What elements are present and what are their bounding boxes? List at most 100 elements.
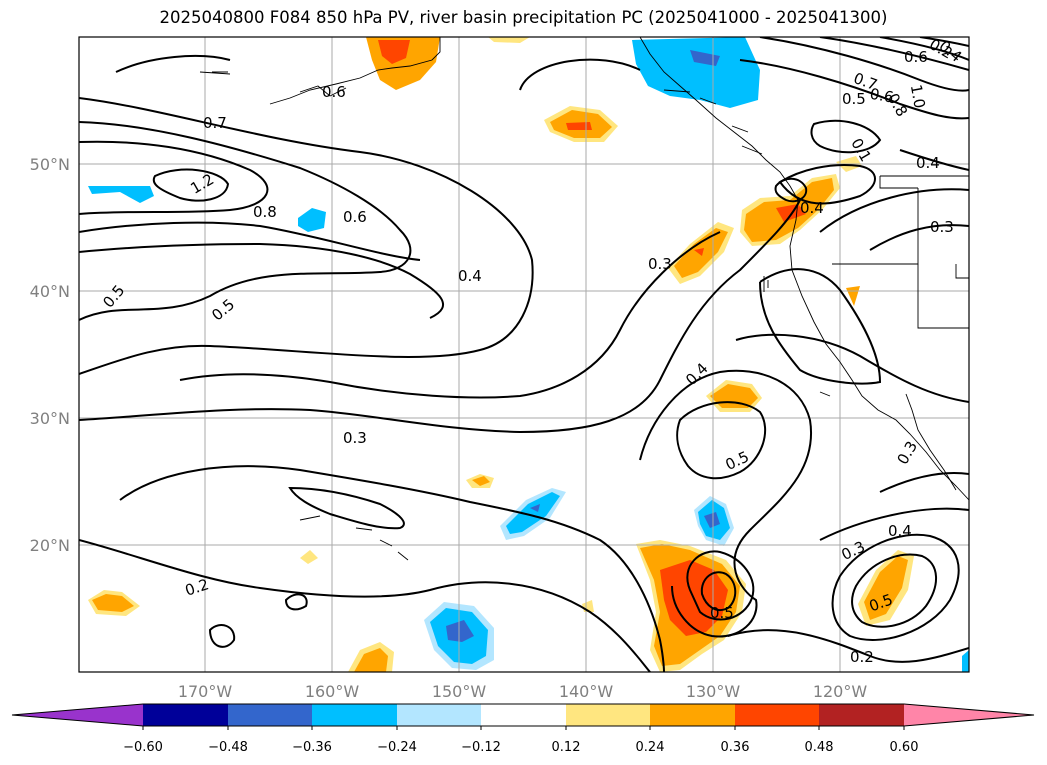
pv-contour-line [519,58,641,91]
pv-contour-line [284,593,308,611]
precip-negative-patch [298,208,326,232]
colorbar-cell [735,704,819,726]
precip-positive-patch [354,648,388,672]
contour-label: 0.4 [888,522,912,540]
colorbar-tick-label: −0.60 [123,740,163,755]
colorbar-tick-label: 0.60 [890,740,919,755]
colorbar: −0.60 −0.48 −0.36 −0.24 −0.12 0.12 0.24 … [11,703,1035,755]
pv-contour-line [700,571,737,612]
contour-label: 0.5 [842,90,866,108]
precip-positive-patch [300,550,318,564]
colorbar-tick-label: 0.36 [721,740,750,755]
colorbar-tick-label: 0.24 [636,740,665,755]
contour-label: 0.3 [930,218,954,236]
precip-negative-patch [88,186,154,203]
pv-contour-line [819,507,969,541]
contour-label: 0.8 [253,203,277,221]
pv-contour-line [79,221,421,261]
pv-contour-line [79,242,444,319]
colorbar-extend-max [904,704,1034,726]
colorbar-tick-label: 0.48 [805,740,834,755]
pv-contour-line [810,119,882,154]
precip-negative-core [530,504,540,512]
colorbar-cell [481,704,566,726]
contour-label: 0.5 [710,604,734,622]
pv-contour-line [879,37,969,61]
pv-contour-line [879,471,969,493]
colorbar-tick-label: −0.48 [208,740,248,755]
pv-contours [79,37,969,672]
x-tick-label: 130°W [686,682,741,701]
map-plot-area [79,37,969,672]
pv-contour-line [288,486,405,530]
precip-shading [88,37,969,672]
x-tick-label: 140°W [559,682,614,701]
pv-contour-line [639,369,813,638]
contour-label: 0.6 [868,85,895,107]
pv-contour-line [79,140,269,215]
colorbar-cell [819,704,904,726]
x-tick-label: 160°W [305,682,360,701]
pv-contour-line [115,55,231,73]
pv-contour-line [774,177,808,203]
contour-label: 0.2 [850,648,874,666]
pv-contour-line [759,268,882,385]
precip-negative-patch [506,492,560,534]
pv-contour-line [686,550,755,621]
pv-contour-line [819,188,969,233]
pv-contour-line [119,465,665,672]
colorbar-cell [566,704,650,726]
pv-contour-line [179,231,721,399]
colorbar-tick-label: −0.24 [377,740,417,755]
y-tick-label: 40°N [30,282,70,301]
pv-contour-line [739,59,969,120]
colorbar-cell [650,704,735,726]
contour-label: 0.6 [322,83,346,101]
colorbar-cell [143,704,228,726]
pv-contour-line [831,533,960,641]
y-tick-labels: 20°N 30°N 40°N 50°N [30,155,70,555]
pv-contour-line [79,539,651,672]
pv-contour-line [851,553,938,628]
colorbar-cells [11,703,1035,727]
x-tick-label: 150°W [432,682,487,701]
colorbar-tick-label: −0.12 [461,740,501,755]
contour-label: 0.3 [648,255,672,273]
contour-label: 0.4 [916,154,940,172]
pv-contour-line [676,401,767,480]
pv-contour-line [79,97,534,375]
colorbar-cell [397,704,481,726]
contour-label: 0.6 [343,208,367,226]
y-tick-label: 20°N [30,536,70,555]
colorbar-cell [312,704,397,726]
pv-contour-line [899,149,969,171]
pv-contour-line [759,37,969,92]
contour-label: 1.0 [907,83,929,110]
colorbar-cell [228,704,312,726]
colorbar-extend-min [12,704,143,726]
x-tick-labels: 170°W 160°W 150°W 140°W 130°W 120°W [178,682,868,701]
contour-label: 0.7 [203,114,227,132]
pv-contour-line [735,333,969,403]
x-tick-label: 120°W [813,682,868,701]
precip-positive-patch [92,594,134,612]
y-tick-label: 50°N [30,155,70,174]
pv-contour-line [819,37,969,71]
colorbar-ticks [142,726,905,730]
x-tick-label: 170°W [178,682,233,701]
precip-positive-core [694,248,704,256]
contour-label: 0.6 [904,48,928,66]
pv-contour-line [152,168,230,202]
coastlines [199,37,969,561]
precip-positive-core [566,122,592,130]
y-tick-label: 30°N [30,409,70,428]
pv-contour-line [727,629,969,663]
map-title: 2025040800 F084 850 hPa PV, river basin … [159,8,888,27]
pv-contour-line [778,163,876,205]
colorbar-tick-label: −0.36 [292,740,332,755]
pv-contour-line [208,624,236,648]
precip-negative-core [704,512,720,528]
pv-contour-line [79,199,801,434]
pv-contour-line [919,37,969,47]
